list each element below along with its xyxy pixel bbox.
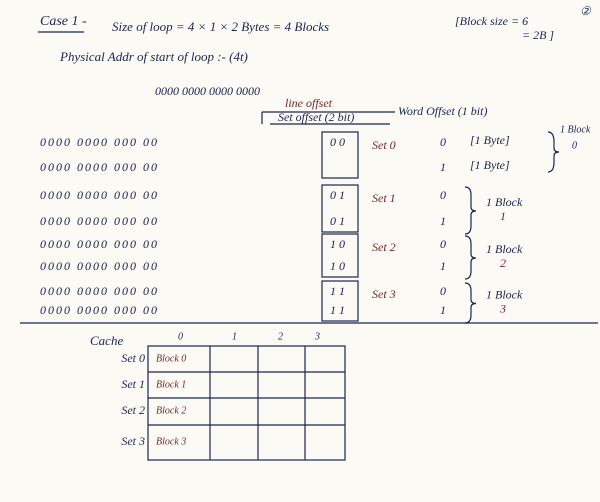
cache-block: Block 1 — [156, 379, 186, 390]
cache-title: Cache — [90, 333, 123, 348]
set-bits: 1 0 — [330, 237, 345, 251]
set-label: Set 2 — [372, 240, 396, 254]
cache-column: 2 — [278, 331, 283, 342]
address-row: 0000 0000 000 00 — [40, 160, 159, 174]
address-row: 0000 0000 000 00 — [40, 214, 159, 228]
cache-column: 3 — [314, 331, 320, 342]
set-box — [321, 233, 359, 278]
cache-set: Set 2 — [121, 403, 145, 417]
set-bits: 0 1 — [330, 188, 345, 202]
set-label: Set 3 — [372, 287, 396, 301]
brace — [464, 186, 477, 235]
case-title: Case 1 - — [40, 14, 87, 29]
block-num: 0 — [572, 140, 577, 151]
word-bit: 1 — [440, 259, 446, 273]
cache-set: Set 3 — [121, 434, 145, 448]
address-row: 0000 0000 000 00 — [40, 303, 159, 317]
word-bit: 1 — [440, 160, 446, 174]
address-row: 0000 0000 000 00 — [40, 135, 159, 149]
set-bits: 1 1 — [330, 303, 345, 317]
cache-border — [147, 345, 346, 461]
cache-block: Block 2 — [156, 405, 186, 416]
set-box — [321, 131, 359, 179]
address-row: 0000 0000 000 00 — [40, 259, 159, 273]
word-bit: 0 — [440, 237, 446, 251]
address-bits: 0000 0000 0000 0000 — [155, 84, 260, 98]
set-bits: 0 0 — [330, 135, 345, 149]
cache-column: 0 — [178, 331, 183, 342]
block-size-2: = 2B ] — [522, 28, 554, 42]
word-bit: 1 — [440, 303, 446, 317]
set-bits: 0 1 — [330, 214, 345, 228]
set-bits: 1 1 — [330, 284, 345, 298]
cache-grid — [147, 345, 346, 461]
block-num: 1 — [500, 209, 506, 223]
word-bit: 1 — [440, 214, 446, 228]
set-label: Set 1 — [372, 191, 396, 205]
block-num: 2 — [500, 256, 506, 270]
byte-label: [1 Byte] — [470, 158, 510, 172]
word-bit: 0 — [440, 188, 446, 202]
loop-size: Size of loop = 4 × 1 × 2 Bytes = 4 Block… — [112, 19, 329, 34]
block-label: 1 Block — [486, 287, 523, 301]
line-offset: line offset — [285, 96, 333, 110]
set-label: Set 0 — [372, 138, 396, 152]
set-box — [321, 184, 359, 233]
block-size: [Block size = 6 — [455, 14, 528, 28]
address-row: 0000 0000 000 00 — [40, 188, 159, 202]
address-label: Physical Addr of start of loop :- (4t) — [59, 49, 248, 64]
byte-label: [1 Byte] — [470, 133, 510, 147]
set-bits: 1 0 — [330, 259, 345, 273]
brace — [464, 282, 477, 324]
word-bit: 0 — [440, 284, 446, 298]
cache-set: Set 1 — [121, 377, 145, 391]
set-offset: Set offset (2 bit) — [278, 110, 354, 124]
brace — [547, 131, 560, 173]
cache-set: Set 0 — [121, 351, 145, 365]
block-label: 1 Block — [486, 242, 523, 256]
address-row: 0000 0000 000 00 — [40, 237, 159, 251]
block-label: 1 Block — [560, 124, 591, 135]
block-num: 3 — [499, 301, 506, 315]
address-row: 0000 0000 000 00 — [40, 284, 159, 298]
block-label: 1 Block — [486, 195, 523, 209]
word-offset: Word Offset (1 bit) — [398, 104, 487, 118]
page-number: ② — [580, 4, 592, 18]
word-bit: 0 — [440, 135, 446, 149]
brace — [464, 235, 477, 280]
set-box — [321, 280, 359, 322]
cache-block: Block 3 — [156, 436, 186, 447]
cache-block: Block 0 — [156, 353, 186, 364]
cache-column: 1 — [232, 331, 237, 342]
